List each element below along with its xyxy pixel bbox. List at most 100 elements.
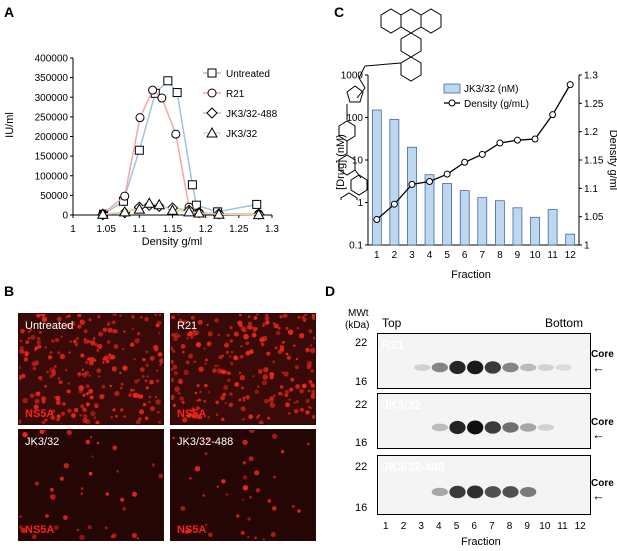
stained-cell: [56, 414, 61, 419]
stained-cell: [66, 389, 71, 394]
stained-cell: [245, 350, 251, 356]
blot-lane-number: 9: [524, 521, 530, 532]
stained-cell: [229, 361, 234, 366]
stained-cell: [308, 329, 313, 334]
chart-a-data-point: [163, 76, 173, 86]
stained-cell: [96, 441, 100, 445]
stained-cell: [128, 392, 133, 398]
stained-cell: [155, 323, 160, 328]
stained-cell: [306, 364, 312, 370]
stained-cell: [73, 407, 79, 413]
stained-cell: [28, 330, 31, 333]
stained-cell: [242, 461, 247, 465]
stained-cell: [293, 408, 299, 414]
stained-cell: [299, 407, 304, 412]
stained-cell: [248, 495, 253, 499]
blot-band: [537, 424, 554, 431]
stained-cell: [241, 498, 244, 501]
stained-cell: [179, 381, 182, 384]
blot-band: [467, 420, 484, 435]
stained-cell: [54, 337, 60, 343]
stained-cell: [238, 371, 242, 375]
stained-cell: [264, 367, 269, 372]
chart-c-x-tick-label: 6: [462, 250, 468, 261]
stained-cell: [158, 332, 161, 335]
stained-cell: [278, 391, 282, 396]
stained-cell: [265, 320, 270, 325]
chart-c-y2-tick-label: 1.05: [584, 212, 604, 223]
stained-cell: [68, 351, 71, 354]
micrograph-label-untreated: Untreated: [25, 320, 74, 332]
stained-cell: [158, 314, 162, 316]
stained-cell: [264, 315, 270, 321]
stained-cell: [184, 530, 189, 534]
chart-c-bar: [530, 216, 540, 246]
chart-c-x-tick-label: 7: [480, 250, 486, 261]
chart-a-legend-marker: [206, 126, 218, 138]
chart-a-legend-label: Untreated: [226, 69, 270, 80]
blot-marker-16-r21: 16: [355, 376, 368, 388]
stained-cell: [224, 402, 227, 405]
chart-a-legend-marker: [207, 68, 217, 78]
stained-cell: [112, 314, 115, 316]
stained-cell: [226, 333, 230, 337]
stained-cell: [137, 379, 140, 382]
blot-band: [484, 421, 501, 434]
stained-cell: [242, 396, 246, 400]
stained-cell: [252, 375, 255, 378]
stained-cell: [153, 344, 159, 350]
stained-cell: [134, 338, 140, 344]
stained-cell: [145, 350, 149, 354]
stained-cell: [171, 315, 175, 320]
chart-c-bar: [424, 174, 435, 246]
stained-cell: [299, 333, 305, 339]
stained-cell: [77, 314, 82, 318]
stained-cell: [90, 340, 96, 346]
blot-marker-22-r21: 22: [355, 337, 368, 349]
chart-c-x-tick-label: 5: [444, 250, 450, 261]
blot-core-arrow-jk332-488: ←: [592, 488, 605, 503]
chart-a-y-tick-label: 350000: [35, 73, 69, 84]
chart-a-x-tick-label: 1.05: [96, 224, 116, 235]
stained-cell: [178, 318, 183, 323]
stained-cell: [254, 536, 257, 540]
stained-cell: [217, 333, 220, 337]
stained-cell: [24, 351, 28, 355]
blot-lane-number: 2: [400, 521, 407, 532]
blot-band: [484, 361, 501, 374]
chart-c-x-tick-label: 1: [374, 250, 380, 261]
blot-bands-jk332: [431, 420, 554, 435]
stained-cell: [132, 491, 137, 497]
chart-c-bar: [371, 109, 382, 246]
stained-cell: [223, 385, 229, 390]
chart-c-y-tick-label: 10: [352, 156, 364, 167]
stained-cell: [180, 324, 184, 328]
stained-cell: [110, 416, 113, 419]
stained-cell: [63, 463, 69, 469]
stained-cell: [279, 347, 285, 352]
stained-cell: [130, 342, 135, 347]
stained-cell: [286, 355, 291, 360]
chart-a-x-tick-label: 1.1: [132, 224, 146, 235]
chart-c-x-tick-label: 3: [409, 250, 415, 261]
stained-cell: [96, 349, 100, 352]
stained-cell: [82, 407, 86, 411]
stained-cell: [137, 332, 141, 336]
micrograph-stain-untreated: NS5A: [25, 408, 55, 420]
blot-strip-jk332-488: JK3/32-488: [377, 455, 591, 515]
stained-cell: [111, 328, 117, 334]
blot-lane-numbers: 1 2 3 4 5 6 7 8 9 10 11 12: [377, 521, 597, 535]
panel-label-c: C: [334, 4, 345, 20]
blot-band: [484, 486, 501, 498]
stained-cell: [20, 527, 26, 534]
stained-cell: [119, 371, 122, 375]
stained-cell: [37, 344, 42, 349]
stained-cell: [251, 332, 257, 338]
stained-cell: [120, 387, 123, 390]
stained-cell: [92, 337, 96, 340]
stained-cell: [173, 371, 178, 376]
stained-cell: [269, 372, 275, 377]
stained-cell: [191, 330, 197, 336]
stained-cell: [105, 355, 109, 358]
